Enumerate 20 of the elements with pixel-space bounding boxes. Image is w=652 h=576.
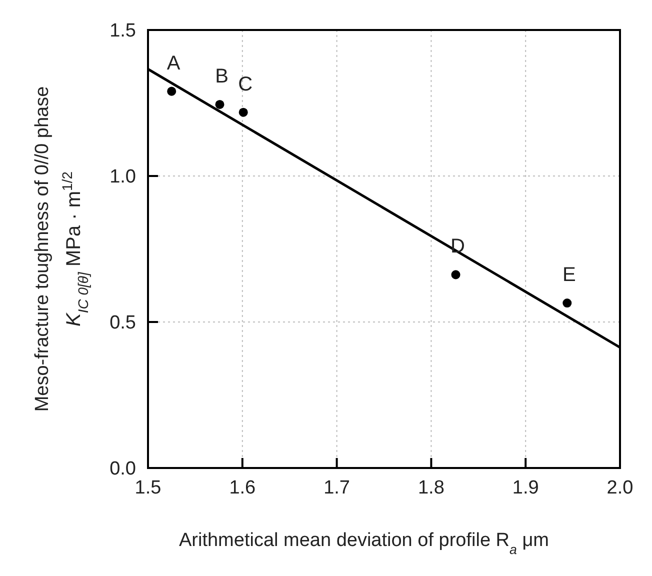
annotation: C <box>238 73 253 96</box>
point <box>238 108 248 117</box>
x-tick-label: 2.0 <box>606 477 634 498</box>
point <box>215 100 224 109</box>
annotation: B <box>215 65 228 88</box>
x-tick-label: 1.9 <box>512 477 539 498</box>
x-tick-label: 1.5 <box>134 477 162 498</box>
x-axis-title: Arithmetical mean deviation of profile R$_{a}$ μm <box>178 530 550 556</box>
annotation: E <box>562 264 576 286</box>
x-tick-label: 1.7 <box>324 477 350 498</box>
annotation: A <box>166 52 181 74</box>
y-tick-label: 0.5 <box>110 312 136 334</box>
y-tick-label: 1.5 <box>110 20 136 42</box>
point <box>562 298 572 308</box>
y-tick-label: 0.0 <box>110 458 136 480</box>
point <box>167 86 176 96</box>
x-tick-label: 1.6 <box>229 477 256 498</box>
y-tick-label: 1.0 <box>110 166 136 188</box>
point <box>451 270 460 280</box>
x-tick-label: 1.8 <box>418 477 444 498</box>
